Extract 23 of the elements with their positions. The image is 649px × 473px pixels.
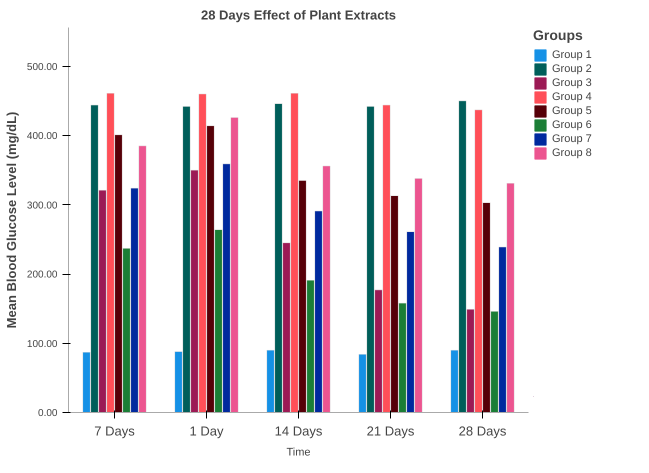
chart-title: 28 Days Effect of Plant Extracts: [200, 8, 396, 22]
y-tick-label: 100.00: [26, 338, 58, 350]
legend-label: Group 2: [552, 63, 592, 75]
x-tick-label: 7 Days: [94, 424, 136, 438]
legend-label: Group 1: [552, 49, 592, 61]
x-tick-label: 28 Days: [458, 424, 507, 438]
legend-label: Group 6: [552, 119, 592, 131]
x-tick-label: 14 Days: [274, 424, 323, 438]
x-axis-title: Time: [286, 446, 311, 458]
legend-title: Groups: [533, 27, 584, 43]
y-tick-label: 500.00: [26, 62, 58, 73]
x-tick-label: 1 Day: [190, 424, 224, 438]
legend-label: Group 4: [552, 91, 592, 103]
y-tick-label: 0.00: [38, 408, 58, 419]
y-tick-label: 400.00: [26, 131, 58, 142]
y-tick-label: 300.00: [26, 200, 58, 212]
y-tick-label: 200.00: [26, 270, 58, 281]
legend-label: Group 8: [552, 147, 592, 159]
legend-label: Group 5: [552, 105, 592, 117]
y-axis-title: Mean Blood Glucose Level (mg/dL): [4, 112, 19, 328]
legend-label: Group 3: [552, 77, 592, 89]
x-tick-label: 21 Days: [366, 424, 415, 438]
legend-label: Group 7: [552, 133, 592, 145]
